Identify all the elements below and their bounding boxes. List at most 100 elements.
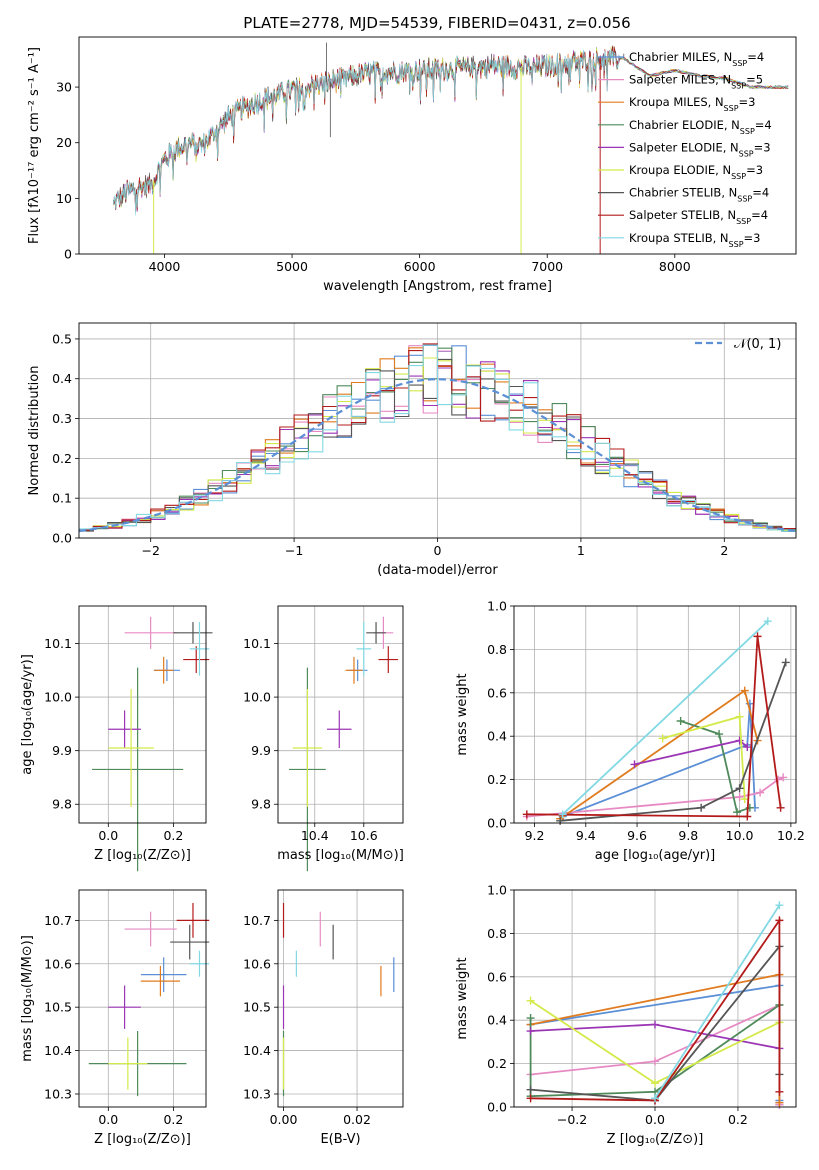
y-tick-label: 10.4 xyxy=(243,1043,271,1058)
series-marker-sae xyxy=(526,1027,535,1036)
x-tick-label: 9.8 xyxy=(678,828,698,843)
y-tick-label: 9.8 xyxy=(52,797,72,812)
y-tick-label: 0.5 xyxy=(52,331,72,346)
y-tick-label: 9.8 xyxy=(251,797,271,812)
x-tick-label: −0.2 xyxy=(557,1112,587,1127)
series-marker-krs xyxy=(775,901,784,910)
series-marker-che xyxy=(733,808,742,817)
x-axis-label: Z [log₁₀(Z/Z⊙)] xyxy=(94,1132,191,1147)
series-line-krs xyxy=(654,904,781,1099)
panel-spectrum: 4000 5000 6000 7000 8000 0 10 20 30 wavelength [A… xyxy=(27,36,797,294)
y-tick-label: 10 xyxy=(56,191,72,206)
legend-gaussian-label: 𝒩(0, 1) xyxy=(734,337,781,352)
y-tick-label: 0.0 xyxy=(52,531,72,546)
y-tick-label: 0.2 xyxy=(52,451,72,466)
series-marker-kre xyxy=(651,1079,659,1088)
series-marker-che xyxy=(715,730,724,739)
gaussian-curve xyxy=(78,378,797,533)
y-tick-label: 10.1 xyxy=(243,636,271,651)
legend-label-kre: Kroupa ELODIE, NSSP=3 xyxy=(629,163,763,181)
x-tick-label: 7000 xyxy=(531,259,563,274)
x-axis-label: E(B-V) xyxy=(320,1132,360,1147)
x-tick-label: 10.6 xyxy=(350,828,378,843)
spectrum-legend: Chabrier MILES, NSSP=4 Salpeter MILES, NS… xyxy=(598,50,772,248)
series-marker-chs xyxy=(556,816,565,825)
series-marker-sas xyxy=(743,812,752,821)
legend-label-chm: Chabrier MILES, NSSP=4 xyxy=(629,50,764,68)
y-tick-label: 9.9 xyxy=(52,743,72,758)
series-marker-sam xyxy=(735,792,744,801)
series-marker-krm xyxy=(740,686,749,695)
y-tick-label: 10.0 xyxy=(44,690,72,705)
y-tick-label: 30 xyxy=(56,80,72,95)
y-tick-label: 0.4 xyxy=(487,729,507,744)
series-marker-chs xyxy=(781,658,790,667)
x-tick-label: −2 xyxy=(141,543,159,558)
panel-age_vs_mass: 10.4 10.6 9.8 9.9 10.0 10.1 mass [log₁₀(M/M⊙)] xyxy=(243,605,404,872)
axes-frame xyxy=(78,889,207,1108)
x-tick-label: 6000 xyxy=(404,259,436,274)
series-marker-sas xyxy=(522,810,531,819)
series-marker-sae xyxy=(735,736,744,745)
y-tick-label: 0.8 xyxy=(487,642,507,657)
x-tick-label: 2 xyxy=(720,543,728,558)
y-tick-label: 0.4 xyxy=(487,1013,507,1028)
y-tick-label: 0.1 xyxy=(52,491,72,506)
y-tick-label: 1.0 xyxy=(487,883,507,898)
x-tick-label: 0.0 xyxy=(645,1112,665,1127)
panel-residuals: −2 −1 0 1 2 0.0 0.1 0.2 0.3 0.4 0.5 (data-model)/er… xyxy=(27,322,797,578)
y-tick-label: 0.6 xyxy=(487,969,507,984)
x-axis-label: age [log₁₀(age/yr)] xyxy=(595,848,716,863)
spectrum-line-krs xyxy=(113,48,789,216)
series-line-krs xyxy=(562,620,769,815)
x-tick-label: 10.2 xyxy=(777,828,805,843)
series-marker-sas xyxy=(776,803,785,812)
legend-label-sam: Salpeter MILES, NSSP=5 xyxy=(629,73,763,91)
plot-area xyxy=(526,901,784,1109)
y-tick-label: 20 xyxy=(56,135,72,150)
x-axis-label: Z [log₁₀(Z/Z⊙)] xyxy=(94,848,191,863)
series-marker-sam xyxy=(779,773,788,782)
series-marker-chs xyxy=(735,784,744,793)
series-marker-sae xyxy=(630,760,639,769)
series-marker-che xyxy=(676,717,685,726)
plot-area xyxy=(289,616,399,872)
axes-frame xyxy=(78,36,797,255)
y-axis-label: age [log₁₀(age/yr)] xyxy=(20,654,35,775)
series-marker-sae xyxy=(651,1020,659,1029)
y-axis-label: mass weight xyxy=(455,957,470,1039)
panel-mass_vs_Z: 0.0 0.2 10.3 10.4 10.5 10.6 10.7 Z [log₁₀(Z/Z⊙)… xyxy=(20,889,210,1147)
series-marker-kre xyxy=(735,712,744,721)
series-marker-sam xyxy=(651,1057,659,1066)
series-marker-chs xyxy=(697,803,706,812)
y-tick-label: 0.4 xyxy=(52,371,72,386)
x-tick-label: 0.00 xyxy=(270,1112,298,1127)
y-tick-label: 0.0 xyxy=(487,816,507,831)
series-line-sas xyxy=(530,917,781,1102)
series-line-chs xyxy=(560,662,787,822)
legend-label-chs: Chabrier STELIB, NSSP=4 xyxy=(629,186,769,204)
legend-label-sae: Salpeter ELODIE, NSSP=3 xyxy=(629,140,771,158)
y-axis-label: Normed distribution xyxy=(27,366,42,496)
x-tick-label: 8000 xyxy=(659,259,691,274)
y-tick-label: 10.6 xyxy=(243,956,271,971)
y-tick-label: 10.5 xyxy=(44,1000,72,1015)
y-axis-label: mass [log₁₀(M/M⊙)] xyxy=(20,935,35,1062)
legend-label-krs: Kroupa STELIB, NSSP=3 xyxy=(629,231,760,249)
x-axis-label: Z [log₁₀(Z/Z⊙)] xyxy=(607,1132,704,1147)
panel-weight_vs_Z: −0.2 0.0 0.2 0.0 0.2 0.4 0.6 0.8 1.0 Z [log₁₀(Z/Z… xyxy=(455,883,797,1147)
series-line-krm xyxy=(559,689,759,820)
y-tick-label: 9.9 xyxy=(251,743,271,758)
axes-frame xyxy=(513,605,797,824)
x-axis-label: (data-model)/error xyxy=(377,563,498,578)
y-axis-label: mass weight xyxy=(455,673,470,755)
x-tick-label: 0.2 xyxy=(728,1112,748,1127)
series-marker-krs xyxy=(763,617,772,626)
x-tick-label: 0.2 xyxy=(163,1112,183,1127)
legend-label-che: Chabrier ELODIE, NSSP=4 xyxy=(629,118,772,136)
y-tick-label: 0.0 xyxy=(487,1100,507,1115)
series-marker-kre xyxy=(658,734,667,743)
x-tick-label: 0.2 xyxy=(163,828,183,843)
panel-weight_vs_age: 9.2 9.4 9.6 9.8 10.0 10.2 0.0 0.2 0.4 0.6 0.8 1.0 ag… xyxy=(455,599,805,864)
